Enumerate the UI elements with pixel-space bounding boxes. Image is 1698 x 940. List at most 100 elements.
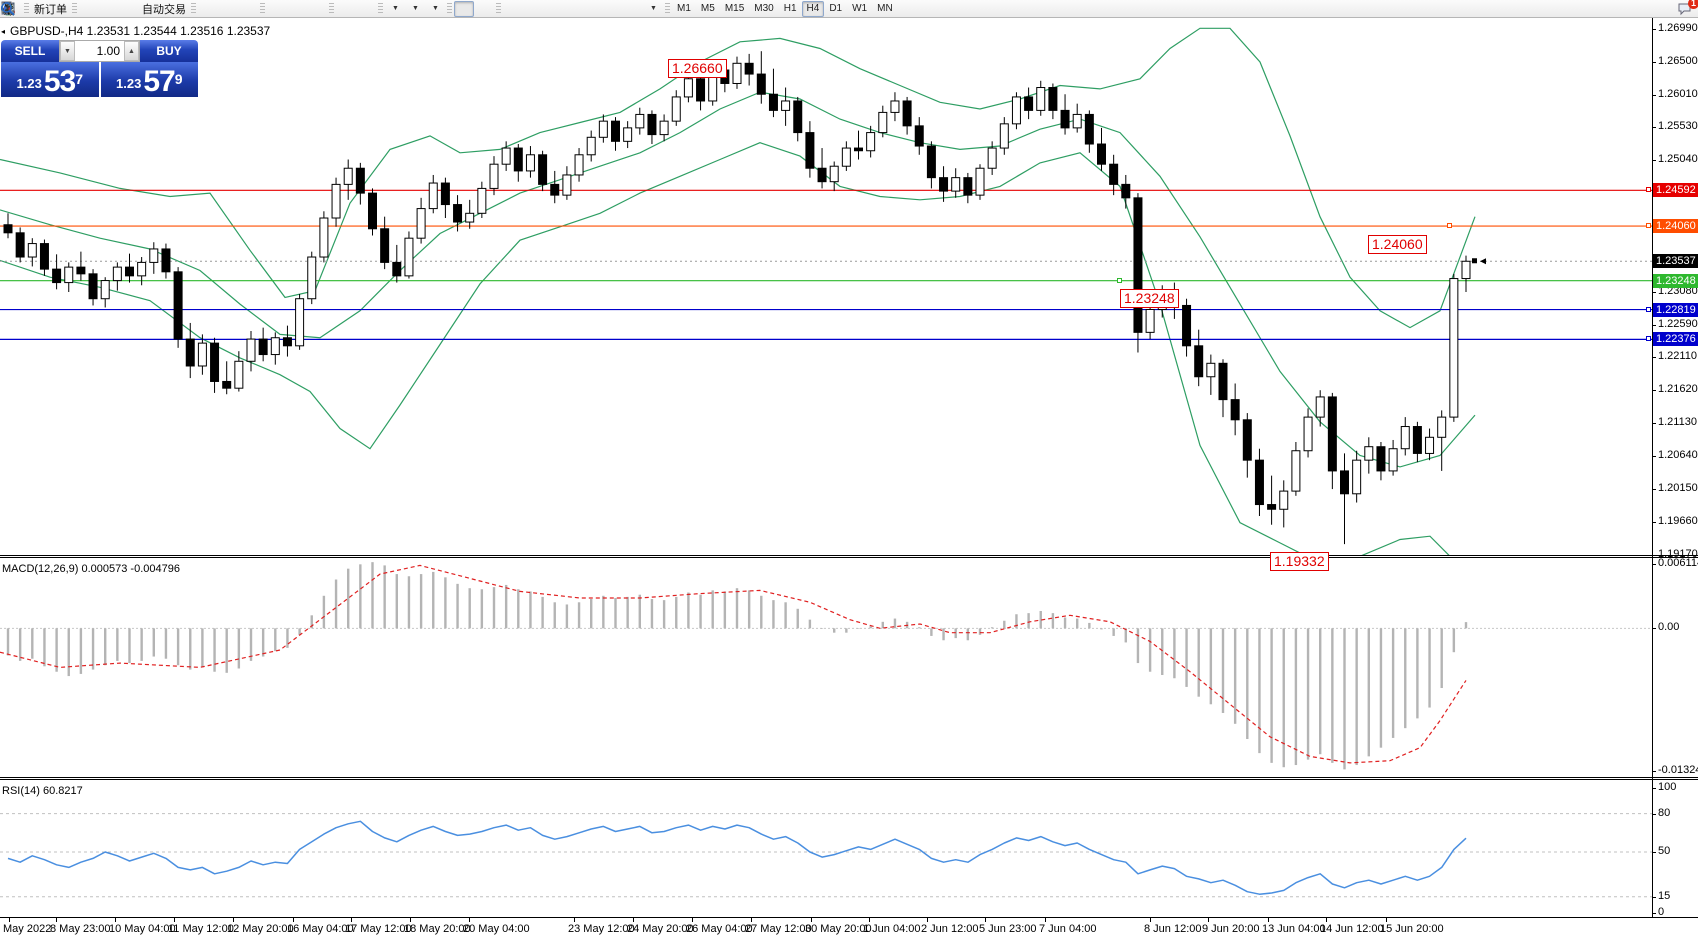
macd-bar bbox=[1282, 628, 1285, 768]
time-label: May 2022 bbox=[3, 923, 52, 935]
price-chart-canvas[interactable] bbox=[0, 18, 1652, 555]
indicator-window-button[interactable] bbox=[2, 1, 356, 17]
object-handle[interactable] bbox=[1447, 223, 1452, 229]
volume-increase-button[interactable]: ▲ bbox=[124, 41, 139, 61]
axis-tick bbox=[1652, 61, 1656, 63]
dropdown-caret-icon: ▼ bbox=[392, 5, 399, 12]
object-handle[interactable] bbox=[1646, 223, 1651, 229]
candle-body bbox=[768, 93, 778, 111]
zoom-out-button[interactable] bbox=[1, 1, 307, 17]
timeframe-m15[interactable]: M15 bbox=[724, 3, 745, 14]
candle-body bbox=[1048, 87, 1058, 111]
volume-decrease-button[interactable]: ▼ bbox=[60, 41, 75, 61]
macd-bar bbox=[359, 564, 362, 629]
macd-canvas[interactable] bbox=[0, 558, 1652, 777]
buy-button[interactable]: BUY bbox=[140, 40, 198, 62]
add-indicator-dropdown[interactable]: ▼ bbox=[1, 1, 405, 17]
object-handle[interactable] bbox=[1646, 187, 1651, 193]
macd-bar bbox=[1209, 628, 1213, 705]
candle-body bbox=[999, 123, 1009, 149]
arrows-dropdown[interactable]: ▼ bbox=[4, 1, 663, 17]
rsi-canvas[interactable] bbox=[0, 780, 1652, 917]
template-dropdown[interactable]: ▼ bbox=[1, 1, 445, 17]
timeframe-m1[interactable]: M1 bbox=[677, 3, 691, 14]
autotrading-button[interactable]: 自动交易 bbox=[1, 1, 189, 17]
candle-body bbox=[1352, 459, 1362, 495]
time-tick bbox=[692, 918, 693, 922]
macd-bar bbox=[492, 587, 496, 629]
notifications-button[interactable]: 1 bbox=[1676, 0, 1698, 17]
trendline-button[interactable] bbox=[2, 1, 563, 17]
tile-windows-button[interactable] bbox=[2, 1, 327, 17]
volume-input[interactable]: 1.00 bbox=[96, 44, 120, 58]
time-scale[interactable]: May 2022 8 May 23:00 10 May 04:00 11 May 12… bbox=[0, 918, 1698, 940]
timeframe-mn[interactable]: MN bbox=[877, 3, 893, 14]
axis-tick-label: 1.19660 bbox=[1658, 515, 1698, 528]
horizontal-line-button[interactable] bbox=[2, 1, 543, 17]
candle-body bbox=[222, 380, 232, 389]
sell-button[interactable]: SELL bbox=[1, 40, 59, 62]
main-macd-separator[interactable] bbox=[0, 555, 1698, 558]
price-annotation[interactable]: 1.24060 bbox=[1368, 235, 1427, 254]
profiles-icon[interactable] bbox=[1, 1, 119, 17]
macd-bar bbox=[1051, 613, 1055, 629]
cursor-button[interactable] bbox=[5, 0, 474, 17]
new-order-button[interactable]: 新订单 bbox=[1, 1, 70, 17]
timeframe-h4[interactable]: H4 bbox=[801, 0, 825, 17]
text-button[interactable]: A bbox=[4, 1, 623, 17]
zoom-in-button[interactable] bbox=[1, 1, 287, 17]
eraser-icon[interactable] bbox=[2, 1, 99, 17]
price-annotation[interactable]: 1.26660 bbox=[668, 59, 727, 78]
timeframe-d1[interactable]: D1 bbox=[829, 3, 843, 14]
object-handle[interactable] bbox=[1646, 306, 1651, 312]
chart-area[interactable]: ◂ GBPUSD-,H4 1.23531 1.23544 1.23516 1.2… bbox=[0, 18, 1698, 940]
sell-price[interactable]: 1.23 53 7 bbox=[1, 62, 99, 97]
buy-price[interactable]: 1.23 57 9 bbox=[100, 62, 198, 97]
indicator-list-button[interactable] bbox=[2, 1, 376, 17]
timeframe-w1[interactable]: W1 bbox=[852, 3, 868, 14]
macd-bar bbox=[833, 628, 836, 633]
candle-body bbox=[246, 338, 256, 362]
candle-body bbox=[319, 217, 329, 258]
channel-button[interactable]: E bbox=[1, 1, 583, 17]
macd-rsi-separator[interactable] bbox=[0, 777, 1698, 780]
price-annotation[interactable]: 1.19332 bbox=[1270, 552, 1329, 571]
candle-body bbox=[926, 145, 936, 179]
macd-bar bbox=[79, 628, 83, 674]
search-button[interactable] bbox=[1, 1, 1676, 17]
bar-chart-button[interactable] bbox=[2, 1, 218, 17]
candle-body bbox=[1109, 163, 1119, 185]
object-handle[interactable] bbox=[1117, 277, 1122, 283]
fibonacci-button[interactable]: F bbox=[2, 1, 603, 17]
crosshair-button[interactable] bbox=[2, 1, 494, 17]
price-annotation[interactable]: 1.23248 bbox=[1120, 289, 1179, 308]
candle-body bbox=[52, 268, 62, 284]
candle-body bbox=[1145, 308, 1155, 333]
macd-bar bbox=[760, 595, 763, 629]
timeframe-h1[interactable]: H1 bbox=[783, 3, 797, 14]
toolbar-grip bbox=[260, 2, 265, 15]
line-chart-button[interactable] bbox=[1, 1, 258, 17]
timeframe-m5[interactable]: M5 bbox=[700, 3, 715, 14]
candle-body bbox=[696, 78, 706, 102]
label-button[interactable]: T bbox=[1, 1, 643, 17]
macd-bar bbox=[444, 577, 447, 629]
candlestick-chart-button[interactable] bbox=[2, 1, 238, 17]
price-line-tag: 1.22376 bbox=[1653, 332, 1698, 347]
macd-bar bbox=[638, 594, 641, 629]
macd-bar bbox=[845, 628, 848, 633]
vertical-line-button[interactable] bbox=[6, 1, 523, 17]
timeframe-m30[interactable]: M30 bbox=[754, 3, 774, 14]
candle-body bbox=[1437, 416, 1447, 438]
candle-body bbox=[465, 212, 475, 223]
signal-icon[interactable] bbox=[1, 1, 139, 17]
axis-tick bbox=[1652, 896, 1656, 898]
trade-panel-collapse-arrow[interactable]: ◂ bbox=[1, 27, 6, 36]
candle-body bbox=[1230, 399, 1240, 421]
axis-tick bbox=[1652, 628, 1656, 630]
toolbar-grip bbox=[378, 2, 383, 15]
candle-body bbox=[951, 177, 961, 192]
period-dropdown[interactable]: ▼ bbox=[1, 1, 425, 17]
object-handle[interactable] bbox=[1646, 336, 1651, 342]
macd-bar bbox=[675, 596, 678, 629]
